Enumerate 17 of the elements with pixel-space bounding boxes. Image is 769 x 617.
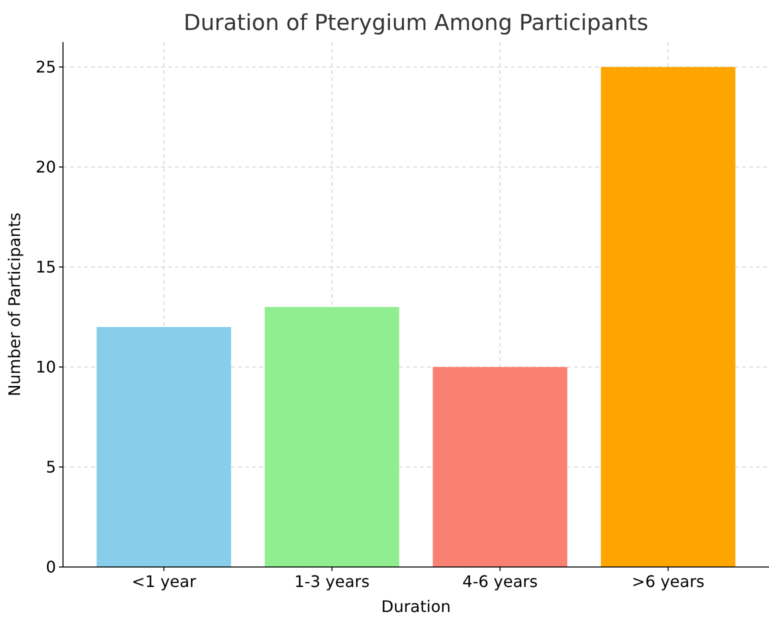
chart-title: Duration of Pterygium Among Participants [184, 11, 648, 36]
x-axis-title: Duration [381, 597, 451, 616]
y-tick-label: 0 [46, 558, 56, 577]
y-axis-title: Number of Participants [5, 212, 24, 396]
y-tick-label: 5 [46, 458, 56, 477]
x-tick-label: 1-3 years [294, 572, 370, 591]
y-tick-label: 20 [36, 158, 56, 177]
bar [264, 307, 400, 567]
y-tick-label: 10 [36, 358, 56, 377]
bar [96, 327, 232, 567]
bar [600, 67, 736, 567]
x-tick-label: <1 year [132, 572, 196, 591]
x-tick-label: >6 years [632, 572, 704, 591]
y-tick-label: 15 [36, 258, 56, 277]
bar [432, 367, 568, 567]
y-tick-label: 25 [36, 58, 56, 77]
x-tick-label: 4-6 years [462, 572, 538, 591]
